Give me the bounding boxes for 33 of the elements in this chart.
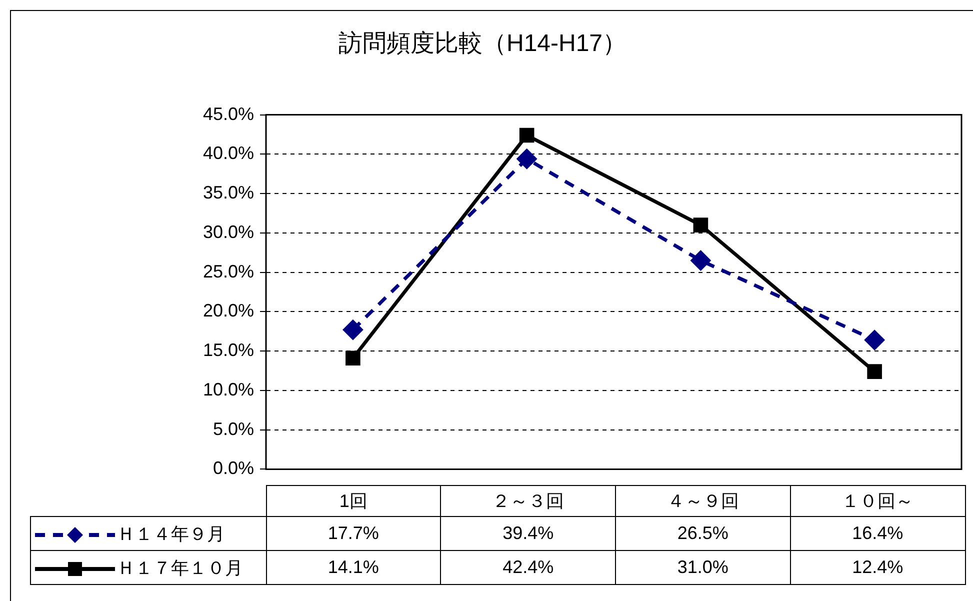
data-label: 17.7% — [266, 516, 441, 550]
y-tick-label: 15.0% — [202, 340, 254, 360]
y-tick-label: 0.0% — [212, 458, 254, 478]
point — [343, 320, 363, 340]
point — [693, 218, 708, 232]
y-tick-label: 45.0% — [202, 104, 254, 124]
x-tick-label: ２～３回 — [440, 486, 616, 516]
data-label: 16.4% — [790, 516, 965, 550]
legend-label: Ｈ１７年１０月 — [117, 558, 243, 578]
y-tick-label: 25.0% — [202, 261, 254, 282]
point — [867, 364, 882, 379]
y-tick-label: 40.0% — [202, 143, 254, 164]
data-label: 12.4% — [790, 550, 965, 584]
point — [690, 250, 710, 270]
chart-title: 訪問頻度比較（H14-H17） — [338, 30, 627, 58]
y-tick-label: 35.0% — [202, 182, 254, 203]
x-tick-label: 1回 — [266, 486, 441, 516]
point — [519, 128, 534, 143]
data-label: 39.4% — [440, 516, 616, 550]
data-label: 14.1% — [266, 550, 441, 584]
data-label: 26.5% — [616, 516, 790, 550]
data-label: 31.0% — [616, 550, 790, 584]
y-tick-label: 30.0% — [202, 222, 254, 242]
legend-label: Ｈ１４年９月 — [117, 524, 225, 544]
point — [517, 149, 537, 169]
x-tick-label: １０回～ — [790, 486, 965, 516]
data-label: 42.4% — [440, 550, 616, 584]
point — [346, 350, 360, 366]
y-tick-label: 20.0% — [202, 300, 254, 321]
y-tick-label: 5.0% — [212, 418, 254, 439]
point — [864, 330, 884, 350]
y-tick-label: 10.0% — [202, 379, 254, 400]
x-tick-label: ４～９回 — [616, 486, 790, 516]
